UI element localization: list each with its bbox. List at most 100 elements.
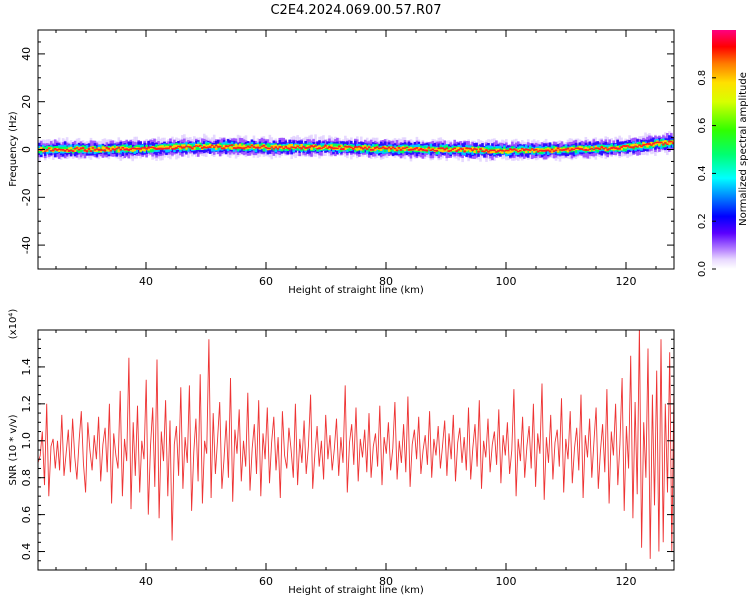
heatmap-cell — [503, 150, 506, 152]
heatmap-cell — [642, 142, 645, 145]
heatmap-cell — [481, 150, 484, 153]
heatmap-cell — [127, 149, 131, 152]
heatmap-cell — [558, 147, 562, 151]
heatmap-cell — [443, 148, 447, 151]
bottom-x-tick-label: 60 — [259, 575, 273, 588]
heatmap-cell — [628, 146, 631, 148]
heatmap-cell — [608, 146, 611, 150]
heatmap-cell — [306, 145, 309, 149]
heatmap-cell — [441, 147, 445, 150]
heatmap-cell — [630, 144, 633, 148]
heatmap-cell — [469, 147, 472, 150]
heatmap-cell — [216, 146, 220, 148]
colorbar: 0.0 0.2 0.4 0.6 0.8 Normalized spectral ampl… — [697, 30, 749, 277]
heatmap-cell — [139, 149, 142, 152]
heatmap-cell — [435, 149, 439, 152]
heatmap-cell — [596, 147, 600, 153]
heatmap-cell — [511, 149, 514, 153]
spectrogram-panel: -40 -20 0 20 40 40 60 80 100 120 Height of strai… — [8, 29, 675, 296]
heatmap-cell — [314, 145, 317, 147]
heatmap-cell — [300, 143, 303, 147]
heatmap-cell — [516, 149, 520, 153]
heatmap-cell — [103, 146, 107, 149]
heatmap-cell — [242, 144, 246, 148]
heatmap-cell — [312, 145, 315, 151]
heatmap-cell — [49, 150, 53, 152]
heatmap-cell — [320, 147, 323, 149]
heatmap-cell — [576, 147, 580, 150]
heatmap-cell — [515, 149, 518, 151]
heatmap-cell — [191, 147, 194, 150]
heatmap-cell — [344, 146, 347, 151]
heatmap-cell — [582, 146, 586, 151]
heatmap-cell — [49, 147, 53, 151]
heatmap-cell — [413, 147, 417, 150]
heatmap-cell — [383, 145, 387, 149]
bottom-x-tick-label: 40 — [139, 575, 153, 588]
heatmap-cell — [85, 150, 89, 153]
heatmap-cell — [570, 146, 574, 150]
heatmap-cell — [115, 147, 119, 153]
heatmap-cell — [266, 147, 270, 149]
heatmap-cell — [662, 140, 665, 144]
heatmap-cell — [387, 146, 391, 149]
heatmap-cell — [373, 144, 377, 150]
heatmap-cell — [495, 151, 498, 153]
heatmap-cell — [197, 145, 200, 147]
heatmap-cell — [296, 145, 299, 147]
heatmap-cell — [626, 145, 629, 147]
heatmap-cell — [204, 146, 208, 149]
heatmap-cell — [274, 146, 278, 149]
heatmap-cell — [670, 140, 673, 143]
heatmap-cell — [202, 146, 206, 149]
heatmap-cell — [658, 142, 661, 146]
heatmap-cell — [403, 148, 407, 152]
heatmap-cell — [636, 144, 639, 147]
heatmap-cell — [304, 146, 307, 149]
heatmap-cell — [443, 149, 447, 152]
heatmap-cell — [290, 146, 293, 148]
heatmap-cell — [268, 147, 272, 150]
heatmap-cell — [501, 149, 504, 152]
heatmap-cell — [520, 148, 524, 150]
heatmap-cell — [485, 149, 488, 151]
bottom-y-tick-label: 0.6 — [20, 506, 33, 524]
heatmap-cell — [208, 143, 212, 147]
heatmap-cell — [381, 146, 385, 154]
heatmap-cell — [45, 149, 49, 151]
heatmap-cell — [465, 148, 468, 152]
heatmap-cell — [73, 149, 77, 152]
heatmap-cell — [507, 149, 510, 152]
heatmap-cell — [208, 146, 212, 149]
heatmap-cell — [149, 147, 152, 150]
heatmap-cell — [359, 148, 363, 151]
heatmap-cell — [399, 148, 403, 151]
heatmap-cell — [580, 146, 584, 149]
heatmap-cell — [258, 144, 262, 149]
heatmap-cell — [381, 146, 385, 149]
heatmap-cell — [296, 145, 299, 151]
top-y-tick-label: -40 — [20, 236, 33, 254]
heatmap-cell — [306, 146, 309, 149]
heatmap-cell — [401, 147, 405, 149]
heatmap-cell — [612, 147, 615, 151]
heatmap-cell — [240, 147, 244, 149]
heatmap-cell — [638, 144, 641, 146]
heatmap-cell — [564, 148, 568, 151]
heatmap-cell — [310, 144, 313, 147]
heatmap-cell — [437, 147, 441, 151]
heatmap-cell — [278, 146, 282, 148]
heatmap-cell — [522, 149, 526, 154]
heatmap-cell — [407, 149, 411, 151]
top-x-tick-label: 80 — [379, 275, 393, 288]
colorbar-tick-label: 0.8 — [697, 70, 708, 86]
heatmap-cell — [69, 147, 73, 152]
heatmap-cell — [274, 144, 278, 148]
heatmap-cell — [632, 143, 635, 146]
top-y-tick-label: 40 — [20, 47, 33, 61]
heatmap-cell — [423, 146, 427, 152]
heatmap-cell — [640, 145, 643, 148]
heatmap-cell — [391, 146, 395, 149]
heatmap-cell — [258, 147, 262, 149]
heatmap-cell — [238, 147, 242, 149]
